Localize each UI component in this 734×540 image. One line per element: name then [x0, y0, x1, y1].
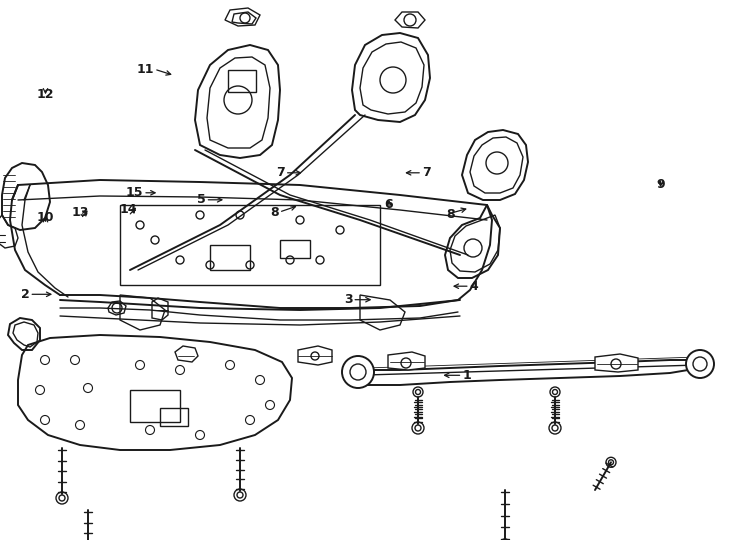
Text: 12: 12	[37, 88, 54, 101]
Text: 7: 7	[422, 166, 431, 179]
Bar	[130, 390, 180, 422]
Text: 11: 11	[137, 63, 154, 76]
Text: 6: 6	[385, 198, 393, 211]
Text: 8: 8	[446, 208, 455, 221]
Bar	[280, 240, 310, 258]
Text: 3: 3	[344, 293, 352, 306]
Polygon shape	[358, 360, 700, 385]
Polygon shape	[388, 352, 425, 370]
Bar	[210, 245, 250, 270]
Text: 5: 5	[197, 193, 206, 206]
Text: 7: 7	[276, 166, 285, 179]
Text: 15: 15	[126, 186, 143, 199]
Circle shape	[342, 356, 374, 388]
Text: 10: 10	[37, 211, 54, 224]
Polygon shape	[595, 354, 638, 372]
Bar	[228, 70, 256, 92]
Text: 2: 2	[21, 288, 29, 301]
Text: 9: 9	[656, 178, 665, 191]
Bar	[160, 408, 188, 426]
Text: 14: 14	[120, 203, 137, 216]
Circle shape	[686, 350, 714, 378]
Text: 8: 8	[270, 206, 279, 219]
Text: 4: 4	[470, 280, 479, 293]
Bar	[120, 205, 380, 285]
Text: 1: 1	[462, 369, 471, 382]
Text: 13: 13	[72, 206, 90, 219]
